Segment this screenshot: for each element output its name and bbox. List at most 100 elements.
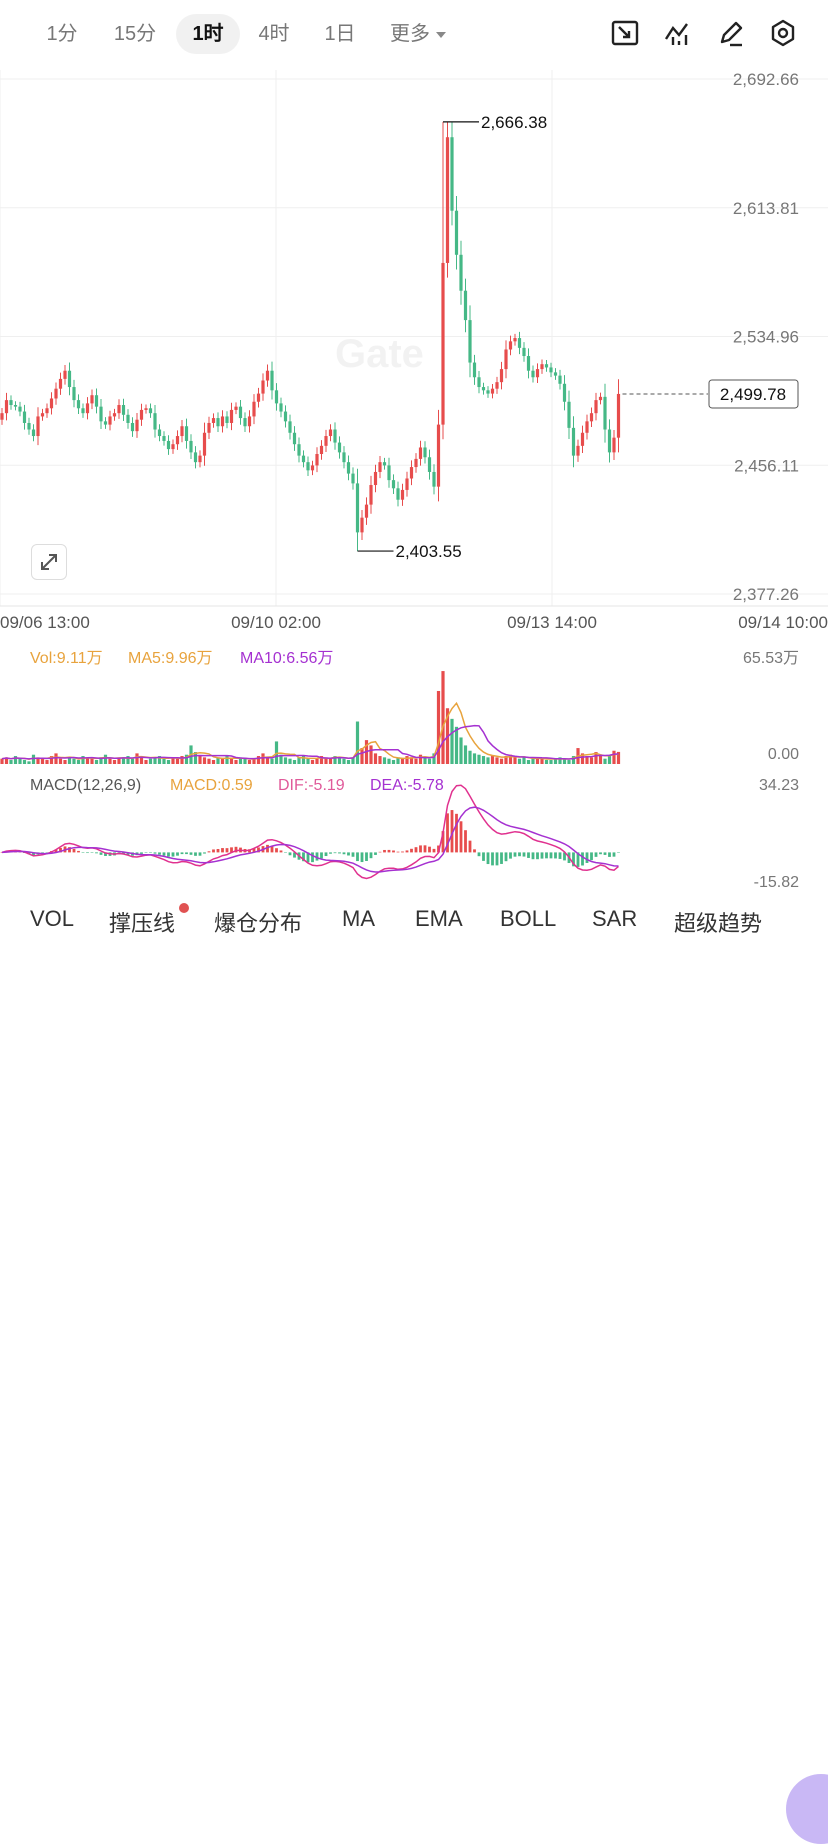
volume-bar xyxy=(40,758,45,764)
high-price-label: 2,666.38 xyxy=(481,113,547,132)
volume-bar xyxy=(283,757,288,764)
volume-bar xyxy=(4,757,9,764)
volume-bar xyxy=(31,754,36,764)
volume-bar xyxy=(301,756,306,764)
macd-histogram-bar xyxy=(563,852,566,861)
macd-histogram-bar xyxy=(329,852,332,854)
assistant-bubble[interactable] xyxy=(786,1774,828,1844)
timeframe-1d[interactable]: 1日 xyxy=(324,23,356,45)
timeframe-1m[interactable]: 1分 xyxy=(46,23,78,45)
candle-body xyxy=(576,445,580,456)
y-tick-label: 2,692.66 xyxy=(733,70,799,89)
tab-support-resistance[interactable]: 撑压线 xyxy=(109,911,176,936)
volume-bar xyxy=(130,758,135,764)
volume-bar xyxy=(315,758,319,764)
timeframe-more-dropdown[interactable]: 更多 xyxy=(380,14,456,54)
expand-chart-button[interactable] xyxy=(31,544,67,580)
volume-bar xyxy=(175,758,180,764)
volume-bar xyxy=(360,748,364,764)
volume-bar xyxy=(292,760,297,764)
candle-body xyxy=(450,137,454,211)
settings-icon[interactable] xyxy=(767,17,799,49)
macd-histogram-bar xyxy=(72,848,76,853)
tab-sar[interactable]: SAR xyxy=(592,906,638,931)
candle-body xyxy=(477,377,481,388)
volume-bar xyxy=(598,754,603,764)
candle-body xyxy=(261,380,265,394)
volume-bar xyxy=(589,757,594,764)
tab-vol[interactable]: VOL xyxy=(30,906,75,931)
tab-supertrend[interactable]: 超级趋势 xyxy=(674,911,763,936)
macd-histogram-bar xyxy=(221,848,224,853)
candle-body xyxy=(468,320,472,363)
macd-histogram-bar xyxy=(302,852,305,862)
macd-histogram-bar xyxy=(54,849,58,853)
volume-bar xyxy=(418,754,423,764)
fullscreen-icon[interactable] xyxy=(609,17,641,49)
volume-bar xyxy=(171,757,175,764)
volume-bar xyxy=(76,760,81,764)
candle-body xyxy=(27,422,31,430)
volume-bar xyxy=(351,757,355,764)
macd-histogram-bar xyxy=(603,852,607,855)
candle-body xyxy=(319,445,324,454)
macd-histogram-bar xyxy=(378,851,382,853)
volume-bar xyxy=(103,754,108,764)
volume-bar xyxy=(463,745,468,764)
candle-body xyxy=(135,419,139,432)
candle-body xyxy=(40,413,45,417)
candle-body xyxy=(490,388,495,394)
volume-bar xyxy=(396,757,400,764)
volume-bar xyxy=(9,760,13,764)
macd-histogram-bar xyxy=(410,848,413,853)
candle-body xyxy=(391,480,396,489)
candle-body xyxy=(315,453,319,466)
tab-boll[interactable]: BOLL xyxy=(500,906,557,931)
tab-ema[interactable]: EMA xyxy=(415,906,463,931)
macd-histogram-bar xyxy=(428,846,431,853)
volume-bar xyxy=(562,758,567,764)
vol-min-label: 0.00 xyxy=(768,746,799,763)
volume-bar xyxy=(270,758,274,764)
volume-bar xyxy=(22,760,27,764)
draw-icon[interactable] xyxy=(715,17,747,49)
tab-av[interactable]: AV xyxy=(802,906,828,931)
macd-histogram-bar xyxy=(540,852,544,859)
tab-liquidation-map[interactable]: 爆仓分布 xyxy=(214,911,303,936)
macd-histogram-bar xyxy=(351,852,355,857)
candle-body xyxy=(499,369,504,383)
volume-bar xyxy=(162,758,166,764)
timeframe-4h[interactable]: 4时 xyxy=(258,23,290,45)
candle-body xyxy=(54,388,58,399)
tab-ma[interactable]: MA xyxy=(342,906,375,931)
macd-histogram-bar xyxy=(207,851,211,853)
kline-chart[interactable]: Gate 2,692.66 2,613.81 2,534.96 2,456.11 2,3… xyxy=(0,70,828,900)
macd-histogram-bar xyxy=(140,852,143,854)
candle-body xyxy=(504,349,508,370)
macd-histogram-bar xyxy=(599,852,602,855)
macd-params-label: MACD(12,26,9) xyxy=(30,777,141,794)
macd-histogram-bar xyxy=(383,849,386,853)
candle-body xyxy=(441,262,445,425)
macd-histogram-bar xyxy=(167,852,170,857)
candle-body xyxy=(0,413,4,420)
volume-bar xyxy=(468,750,472,764)
candle-body xyxy=(355,483,360,533)
indicator-icon[interactable] xyxy=(662,17,694,49)
volume-bar xyxy=(382,757,387,764)
candle-body xyxy=(220,416,225,427)
volume-bar xyxy=(526,760,531,764)
volume-bar xyxy=(94,760,99,764)
candle-body xyxy=(45,408,49,414)
candle-body xyxy=(117,405,121,414)
macd-histogram-bar xyxy=(230,847,233,853)
volume-bar xyxy=(117,758,121,764)
timeframe-15m[interactable]: 15分 xyxy=(113,23,157,45)
macd-histogram-bar xyxy=(581,852,584,866)
volume-bar xyxy=(279,754,283,764)
candle-body xyxy=(585,421,589,433)
volume-bar xyxy=(184,754,189,764)
macd-histogram-bar xyxy=(423,845,427,853)
macd-histogram-bar xyxy=(414,847,418,853)
timeframe-1h[interactable]: 1时 xyxy=(176,14,240,54)
